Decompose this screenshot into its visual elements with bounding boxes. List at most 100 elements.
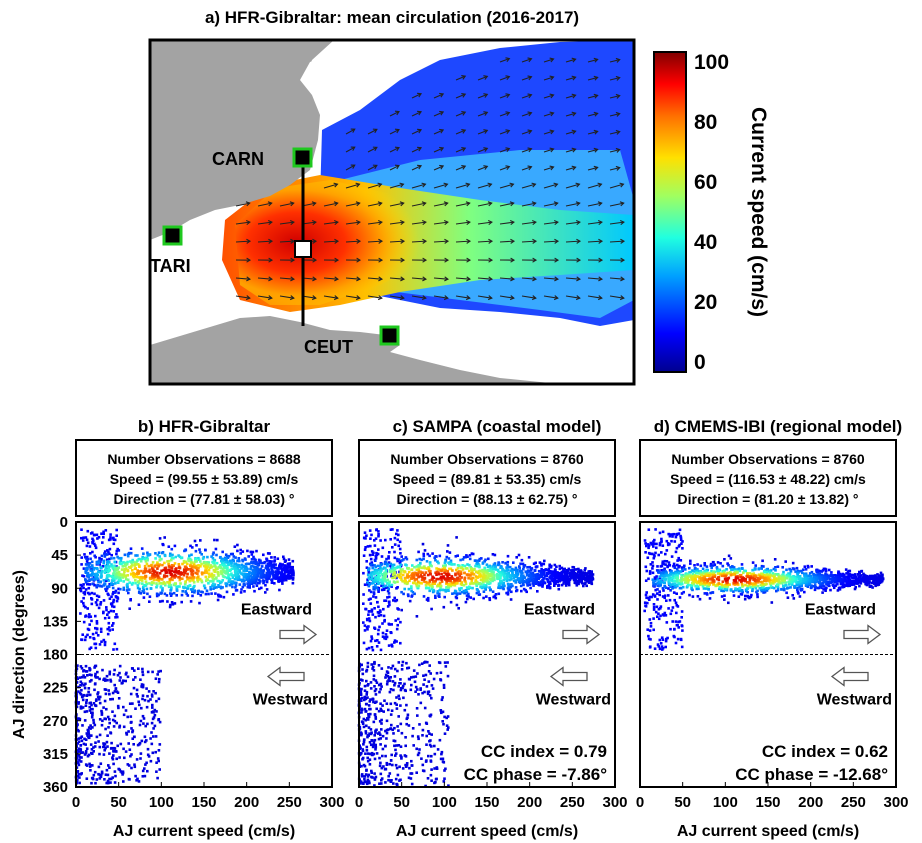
scatter-point <box>188 554 191 557</box>
current-vector <box>323 277 338 280</box>
scatter-point <box>173 562 177 565</box>
scatter-point <box>96 583 100 587</box>
scatter-point <box>84 750 88 753</box>
scatter-point <box>423 706 427 710</box>
scatter-point <box>108 766 111 769</box>
scatter-point <box>113 714 117 718</box>
scatter-point <box>430 754 433 758</box>
scatter-point <box>194 566 198 570</box>
scatter-point <box>497 592 501 596</box>
scatter-point <box>265 578 268 581</box>
scatter-point <box>520 558 524 562</box>
scatter-point <box>214 547 218 551</box>
scatter-point <box>262 553 265 557</box>
scatter-point <box>95 603 99 607</box>
scatter-point <box>499 574 502 577</box>
scatter-point <box>229 561 233 565</box>
scatter-point <box>161 589 164 592</box>
scatter-point <box>458 589 462 592</box>
scatter-point <box>469 577 473 580</box>
current-vector-head <box>483 147 489 152</box>
scatter-point <box>186 587 190 590</box>
current-vector <box>477 165 488 171</box>
scatter-point <box>711 561 715 564</box>
current-vector <box>345 202 360 207</box>
scatter-point <box>177 570 181 573</box>
scatter-point <box>374 715 377 719</box>
current-vector <box>455 183 470 189</box>
scatter-point <box>396 580 399 584</box>
scatter-point <box>413 581 416 585</box>
scatter-point <box>526 571 529 575</box>
scatter-point <box>359 782 362 785</box>
scatter-point <box>198 577 202 581</box>
scatter-point <box>255 584 259 587</box>
scatter-point <box>580 579 584 583</box>
scatter-point <box>221 563 225 567</box>
scatter-point <box>374 557 378 560</box>
scatter-point <box>182 568 186 572</box>
scatter-point <box>397 544 400 548</box>
scatter-point <box>428 739 431 743</box>
scatter-point <box>440 750 444 754</box>
scatter-point <box>364 697 367 701</box>
current-vector-head <box>439 164 445 170</box>
scatter-point <box>491 576 495 580</box>
scatter-point <box>428 584 432 587</box>
current-vector <box>257 277 272 280</box>
scatter-point <box>391 567 394 570</box>
scatter-point <box>505 569 509 572</box>
scatter-point <box>266 562 270 565</box>
scatter-point <box>189 576 192 579</box>
scatter-point <box>89 724 92 727</box>
scatter-point <box>238 571 242 574</box>
scatter-point <box>377 614 381 618</box>
scatter-point <box>82 586 85 590</box>
scatter-point <box>265 580 269 584</box>
scatter-point <box>197 556 200 560</box>
scatter-point <box>576 570 580 574</box>
scatter-point <box>396 773 400 777</box>
scatter-point <box>90 573 94 576</box>
scatter-point <box>136 586 140 590</box>
x-axis-label: AJ current speed (cm/s) <box>396 823 578 840</box>
scatter-point <box>111 756 114 759</box>
scatter-point <box>109 678 112 682</box>
scatter-point <box>545 572 549 575</box>
scatter-point <box>420 578 424 582</box>
scatter-point <box>407 724 411 727</box>
scatter-point <box>375 752 379 755</box>
scatter-point <box>868 584 872 588</box>
scatter-point <box>78 776 81 779</box>
scatter-point <box>138 723 142 727</box>
scatter-point <box>113 770 117 773</box>
scatter-point <box>97 560 101 563</box>
scatter-point <box>135 688 139 692</box>
scatter-point <box>382 576 386 579</box>
scatter-point <box>379 682 383 686</box>
scatter-point <box>402 592 405 596</box>
scatter-point <box>208 579 212 583</box>
scatter-point <box>384 599 388 602</box>
scatter-point <box>113 538 117 542</box>
scatter-point <box>244 558 247 561</box>
scatter-point <box>491 553 495 556</box>
scatter-point <box>136 584 140 587</box>
scatter-point <box>288 571 292 574</box>
current-map: CARN TARI CEUT <box>150 40 634 384</box>
scatter-point <box>435 570 439 574</box>
scatter-point <box>225 584 228 588</box>
scatter-point <box>231 552 234 556</box>
scatter-point <box>280 569 284 572</box>
scatter-point <box>399 620 402 624</box>
scatter-point <box>134 579 137 582</box>
scatter-point <box>468 563 471 567</box>
scatter-point <box>514 569 518 573</box>
scatter-point <box>377 737 381 741</box>
current-vector <box>499 295 514 299</box>
x-tick-label: 150 <box>191 794 216 811</box>
scatter-point <box>156 561 159 564</box>
scatter-point <box>120 568 124 571</box>
station-tari-label: TARI <box>150 256 191 276</box>
current-vector-head <box>417 146 423 152</box>
